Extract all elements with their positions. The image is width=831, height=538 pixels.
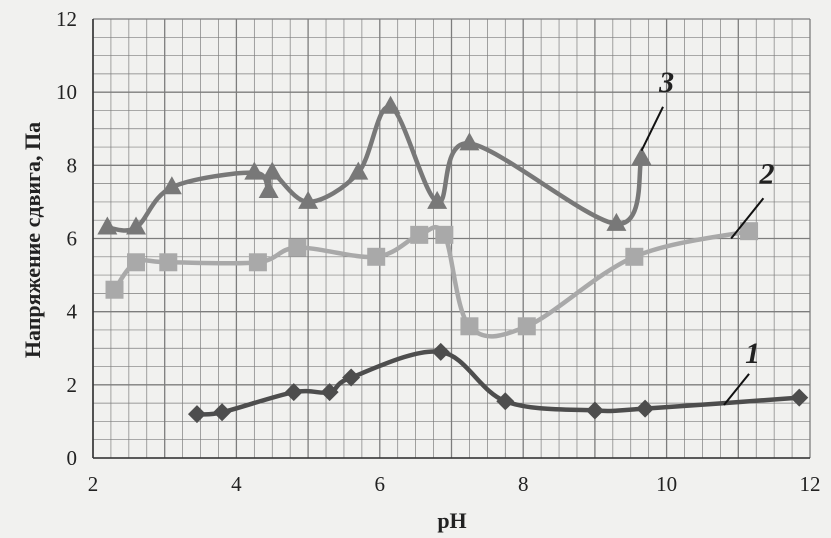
data-point-triangle xyxy=(348,161,369,180)
series-label-leader xyxy=(640,106,664,152)
data-point-square xyxy=(435,225,454,244)
data-point-triangle xyxy=(427,190,448,209)
data-point-diamond xyxy=(187,405,206,424)
series-2 xyxy=(105,222,759,339)
data-point-diamond xyxy=(585,401,604,420)
data-point-diamond xyxy=(431,342,450,361)
gridlines xyxy=(92,18,811,459)
x-axis-title: pH xyxy=(437,508,466,533)
axes xyxy=(92,19,810,459)
series-label: 1 xyxy=(745,337,760,370)
series-label: 2 xyxy=(758,158,774,191)
y-tick-label: 8 xyxy=(67,153,78,177)
y-tick-label: 0 xyxy=(67,446,78,470)
data-point-triangle xyxy=(298,190,319,209)
y-axis-title: Напряжение сдвига, Па xyxy=(20,122,45,358)
x-tick-label: 8 xyxy=(518,472,529,496)
data-point-square xyxy=(625,247,644,266)
series-label: 3 xyxy=(658,66,674,99)
data-point-triangle xyxy=(244,161,265,180)
data-point-square xyxy=(248,253,267,272)
data-point-square xyxy=(410,225,429,244)
x-tick-label: 6 xyxy=(375,472,386,496)
data-point-square xyxy=(517,317,536,336)
y-tick-label: 12 xyxy=(56,7,77,31)
x-tick-label: 2 xyxy=(88,472,99,496)
series-3 xyxy=(97,95,652,235)
series-line-3 xyxy=(107,104,644,233)
series-1 xyxy=(187,342,809,424)
data-point-square xyxy=(740,222,759,241)
data-point-triangle xyxy=(606,212,627,231)
data-point-diamond xyxy=(342,368,361,387)
data-point-square xyxy=(460,317,479,336)
x-tick-label: 12 xyxy=(800,472,821,496)
series-label-leader xyxy=(730,197,765,240)
data-point-triangle xyxy=(97,216,118,235)
series-labels: 1 2 3 xyxy=(640,66,774,406)
data-point-diamond xyxy=(213,403,232,422)
data-point-diamond xyxy=(320,383,339,402)
data-point-triangle xyxy=(459,132,480,151)
data-point-triangle xyxy=(380,95,401,114)
data-point-square xyxy=(105,280,124,299)
x-tick-label: 10 xyxy=(656,472,677,496)
y-tick-label: 4 xyxy=(67,300,78,324)
data-series xyxy=(97,95,809,424)
data-point-triangle xyxy=(126,216,147,235)
y-tick-label: 2 xyxy=(67,373,78,397)
data-point-diamond xyxy=(790,388,809,407)
data-point-square xyxy=(367,247,386,266)
series-label-leader xyxy=(723,373,750,406)
data-point-triangle xyxy=(262,161,283,180)
data-point-square xyxy=(159,253,178,272)
data-point-diamond xyxy=(636,399,655,418)
data-point-triangle xyxy=(631,147,652,166)
data-point-triangle xyxy=(161,176,182,195)
data-point-square xyxy=(127,253,146,272)
y-tick-label: 6 xyxy=(67,227,78,251)
data-point-triangle xyxy=(258,179,279,198)
data-point-diamond xyxy=(496,392,515,411)
x-tick-label: 4 xyxy=(231,472,242,496)
y-tick-label: 10 xyxy=(56,80,77,104)
data-point-diamond xyxy=(284,383,303,402)
data-point-square xyxy=(288,238,307,257)
